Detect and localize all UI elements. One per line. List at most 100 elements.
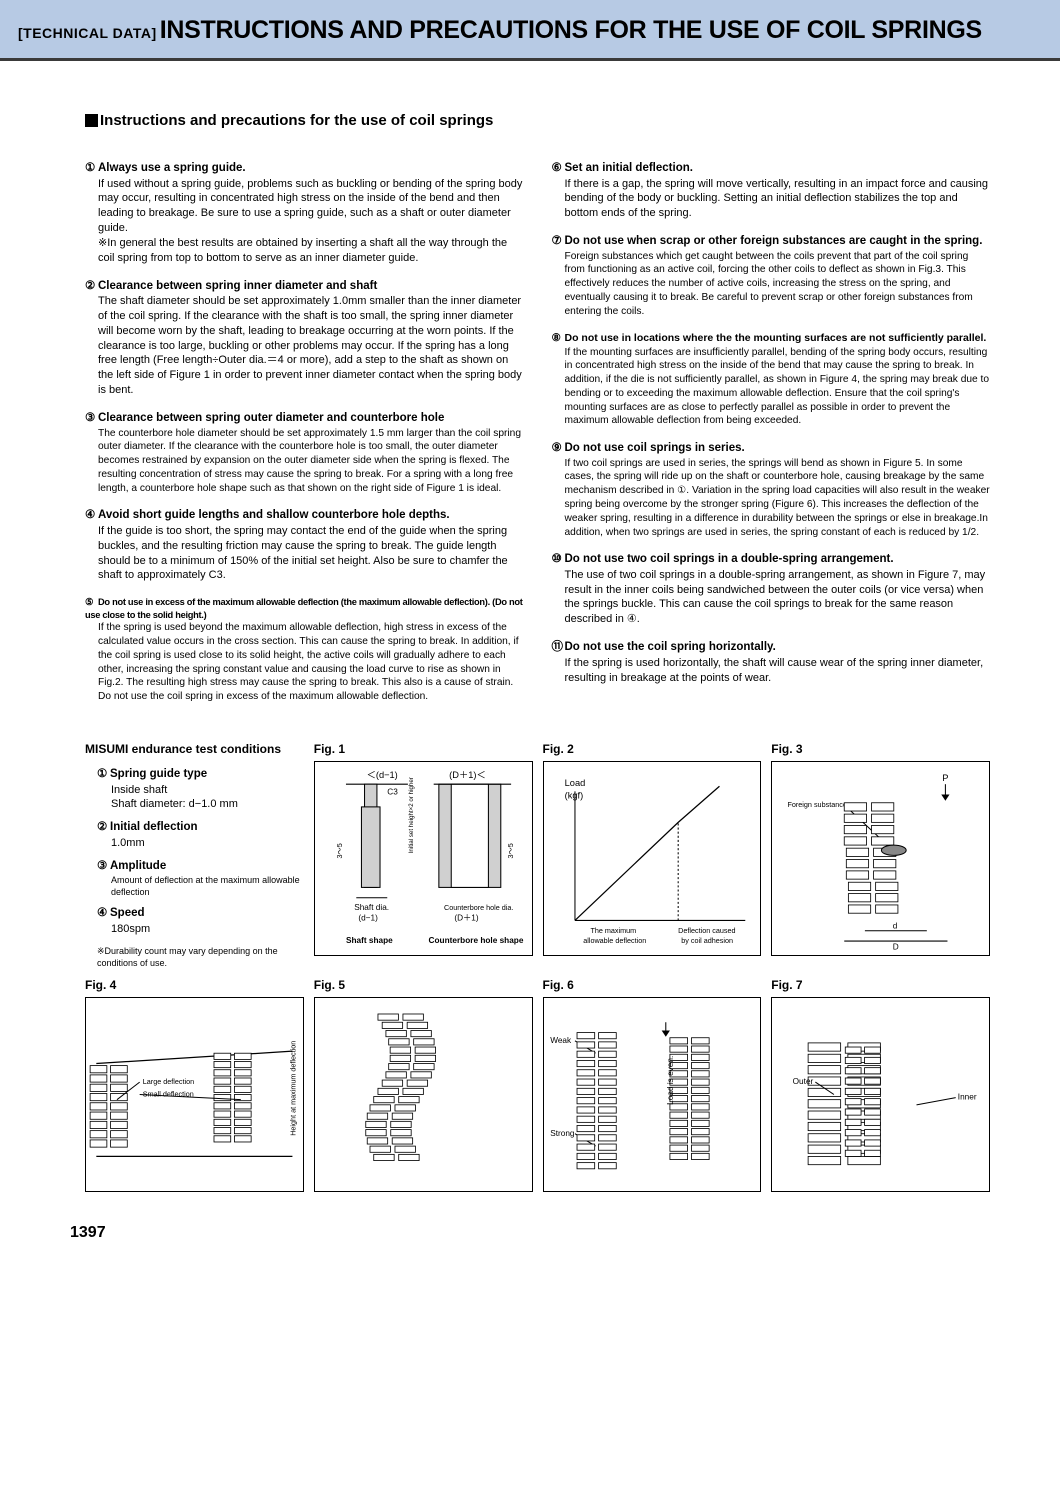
instruction-item: ⑨Do not use coil springs in series.If tw… (552, 441, 991, 539)
fig6-box: Weak Strong Load is even. (543, 997, 762, 1192)
svg-text:Load: Load (564, 778, 585, 788)
svg-text:Deflection caused: Deflection caused (678, 926, 735, 935)
instruction-item-title: ③Clearance between spring outer diameter… (85, 411, 524, 427)
svg-text:D: D (893, 942, 899, 951)
instruction-item: ⑥Set an initial deflection.If there is a… (552, 161, 991, 221)
fig5-cell: Fig. 5 (314, 977, 533, 1192)
instruction-item-title: ④Avoid short guide lengths and shallow c… (85, 508, 524, 524)
left-column: ①Always use a spring guide.If used witho… (85, 161, 524, 717)
test-condition-item: ②Initial deflection1.0mm (97, 820, 304, 850)
instruction-item-body: Foreign substances which get caught betw… (552, 250, 991, 319)
svg-text:Load is even.: Load is even. (666, 1056, 675, 1105)
instruction-item-title: ①Always use a spring guide. (85, 161, 524, 177)
instruction-item-body: If the spring is used beyond the maximum… (85, 621, 524, 704)
instructions-columns: ①Always use a spring guide.If used witho… (85, 161, 990, 717)
instruction-item-title: ⑨Do not use coil springs in series. (552, 441, 991, 457)
fig3-box: P Foreign substance d D (771, 761, 990, 956)
instruction-item-title: ②Clearance between spring inner diameter… (85, 279, 524, 295)
main-title: INSTRUCTIONS AND PRECAUTIONS FOR THE USE… (160, 16, 982, 44)
section-title: Instructions and precautions for the use… (85, 111, 990, 131)
fig1-label: Fig. 1 (314, 741, 533, 757)
test-condition-note: ※Durability count may vary depending on … (97, 945, 304, 969)
test-condition-item: ③AmplitudeAmount of deflection at the ma… (97, 859, 304, 899)
instruction-item-body: If the guide is too short, the spring ma… (85, 524, 524, 583)
fig3-cell: Fig. 3 P Foreign substance d D (771, 741, 990, 969)
instruction-item-title: ⑤Do not use in excess of the maximum all… (85, 596, 524, 621)
square-bullet-icon (85, 114, 98, 127)
fig5-box (314, 997, 533, 1192)
instruction-item-body: If the mounting surfaces are insufficien… (552, 346, 991, 429)
test-condition-item: ①Spring guide typeInside shaftShaft diam… (97, 767, 304, 812)
svg-text:Foreign substance: Foreign substance (788, 800, 847, 809)
instruction-item-body: The shaft diameter should be set approxi… (85, 294, 524, 398)
instruction-item-body: If two coil springs are used in series, … (552, 457, 991, 540)
svg-text:by coil adhesion: by coil adhesion (681, 936, 733, 945)
fig1-cell: Fig. 1 ＜(d−1) (D＋1)＜ C3 Shaft dia. (d−1)… (314, 741, 533, 969)
svg-text:The maximum: The maximum (590, 926, 636, 935)
instruction-item: ⑩Do not use two coil springs in a double… (552, 552, 991, 627)
test-conditions-title: MISUMI endurance test conditions (85, 741, 304, 757)
fig6-label: Fig. 6 (543, 977, 762, 993)
svg-text:C3: C3 (387, 788, 398, 797)
instruction-item-body: If the spring is used horizontally, the … (552, 656, 991, 686)
fig3-label: Fig. 3 (771, 741, 990, 757)
figures-row-2: Fig. 4 Large deflection Small deflection… (85, 977, 990, 1192)
figures-row-1: MISUMI endurance test conditions ①Spring… (85, 741, 990, 969)
instruction-item-body: If used without a spring guide, problems… (85, 177, 524, 236)
svg-text:Inner: Inner (958, 1093, 977, 1102)
svg-text:Strong: Strong (550, 1129, 575, 1138)
fig7-label: Fig. 7 (771, 977, 990, 993)
section-title-text: Instructions and precautions for the use… (100, 112, 493, 129)
instruction-item: ③Clearance between spring outer diameter… (85, 411, 524, 495)
svg-text:Shaft dia.: Shaft dia. (354, 903, 389, 912)
technical-data-label: [TECHNICAL DATA] (18, 25, 157, 41)
instruction-item-body: The counterbore hole diameter should be … (85, 427, 524, 496)
fig1-box: ＜(d−1) (D＋1)＜ C3 Shaft dia. (d−1) 3～5 (314, 761, 533, 956)
svg-text:Counterbore hole dia.: Counterbore hole dia. (444, 903, 513, 912)
fig6-cell: Fig. 6 Weak Strong Load is even. (543, 977, 762, 1192)
instruction-item-title: ⑦Do not use when scrap or other foreign … (552, 234, 991, 250)
fig5-label: Fig. 5 (314, 977, 533, 993)
instruction-item: ⑦Do not use when scrap or other foreign … (552, 234, 991, 318)
svg-text:＜(d−1): ＜(d−1) (366, 770, 397, 780)
page-number: 1397 (0, 1200, 1060, 1262)
instruction-item: ⑧Do not use in locations where the the m… (552, 331, 991, 428)
right-column: ⑥Set an initial deflection.If there is a… (552, 161, 991, 717)
svg-text:Outer: Outer (793, 1077, 814, 1086)
content-area: Instructions and precautions for the use… (0, 111, 1060, 1193)
svg-text:Weak: Weak (550, 1036, 572, 1045)
instruction-item-title: ⑪Do not use the coil spring horizontally… (552, 640, 991, 656)
test-conditions-list: ①Spring guide typeInside shaftShaft diam… (85, 767, 304, 969)
svg-text:allowable deflection: allowable deflection (583, 936, 646, 945)
fig4-label: Fig. 4 (85, 977, 304, 993)
header-band: [TECHNICAL DATA] INSTRUCTIONS AND PRECAU… (0, 0, 1060, 61)
test-condition-item: ④Speed180spm (97, 906, 304, 936)
svg-text:(D＋1)＜: (D＋1)＜ (449, 770, 486, 780)
instruction-item-title: ⑥Set an initial deflection. (552, 161, 991, 177)
instruction-item: ①Always use a spring guide.If used witho… (85, 161, 524, 266)
fig7-box: Outer Inner (771, 997, 990, 1192)
svg-text:d: d (893, 922, 898, 931)
instruction-item: ⑤Do not use in excess of the maximum all… (85, 596, 524, 704)
svg-text:(D＋1): (D＋1) (454, 914, 479, 923)
instruction-item-body: If there is a gap, the spring will move … (552, 177, 991, 222)
instruction-item: ④Avoid short guide lengths and shallow c… (85, 508, 524, 583)
fig2-label: Fig. 2 (543, 741, 762, 757)
fig4-cell: Fig. 4 Large deflection Small deflection… (85, 977, 304, 1192)
instruction-item-note: ※In general the best results are obtaine… (85, 236, 524, 266)
instruction-item-title: ⑧Do not use in locations where the the m… (552, 331, 991, 345)
test-conditions-cell: MISUMI endurance test conditions ①Spring… (85, 741, 304, 969)
instruction-item-title: ⑩Do not use two coil springs in a double… (552, 552, 991, 568)
instruction-item: ②Clearance between spring inner diameter… (85, 279, 524, 398)
svg-text:Shaft shape: Shaft shape (346, 936, 393, 945)
instruction-item-body: The use of two coil springs in a double-… (552, 568, 991, 627)
svg-text:Height at maximum deflection: Height at maximum deflection (289, 1041, 298, 1136)
svg-text:(kgf): (kgf) (564, 791, 583, 801)
svg-text:3～5: 3～5 (506, 843, 515, 858)
fig2-cell: Fig. 2 Load (kgf) The maximum allowable … (543, 741, 762, 969)
fig7-cell: Fig. 7 Outer Inner (771, 977, 990, 1192)
svg-text:Counterbore hole shape: Counterbore hole shape (428, 936, 523, 945)
svg-text:Initial set height×2 or higher: Initial set height×2 or higher (408, 777, 415, 853)
svg-text:3～5: 3～5 (335, 843, 344, 858)
instruction-item: ⑪Do not use the coil spring horizontally… (552, 640, 991, 685)
